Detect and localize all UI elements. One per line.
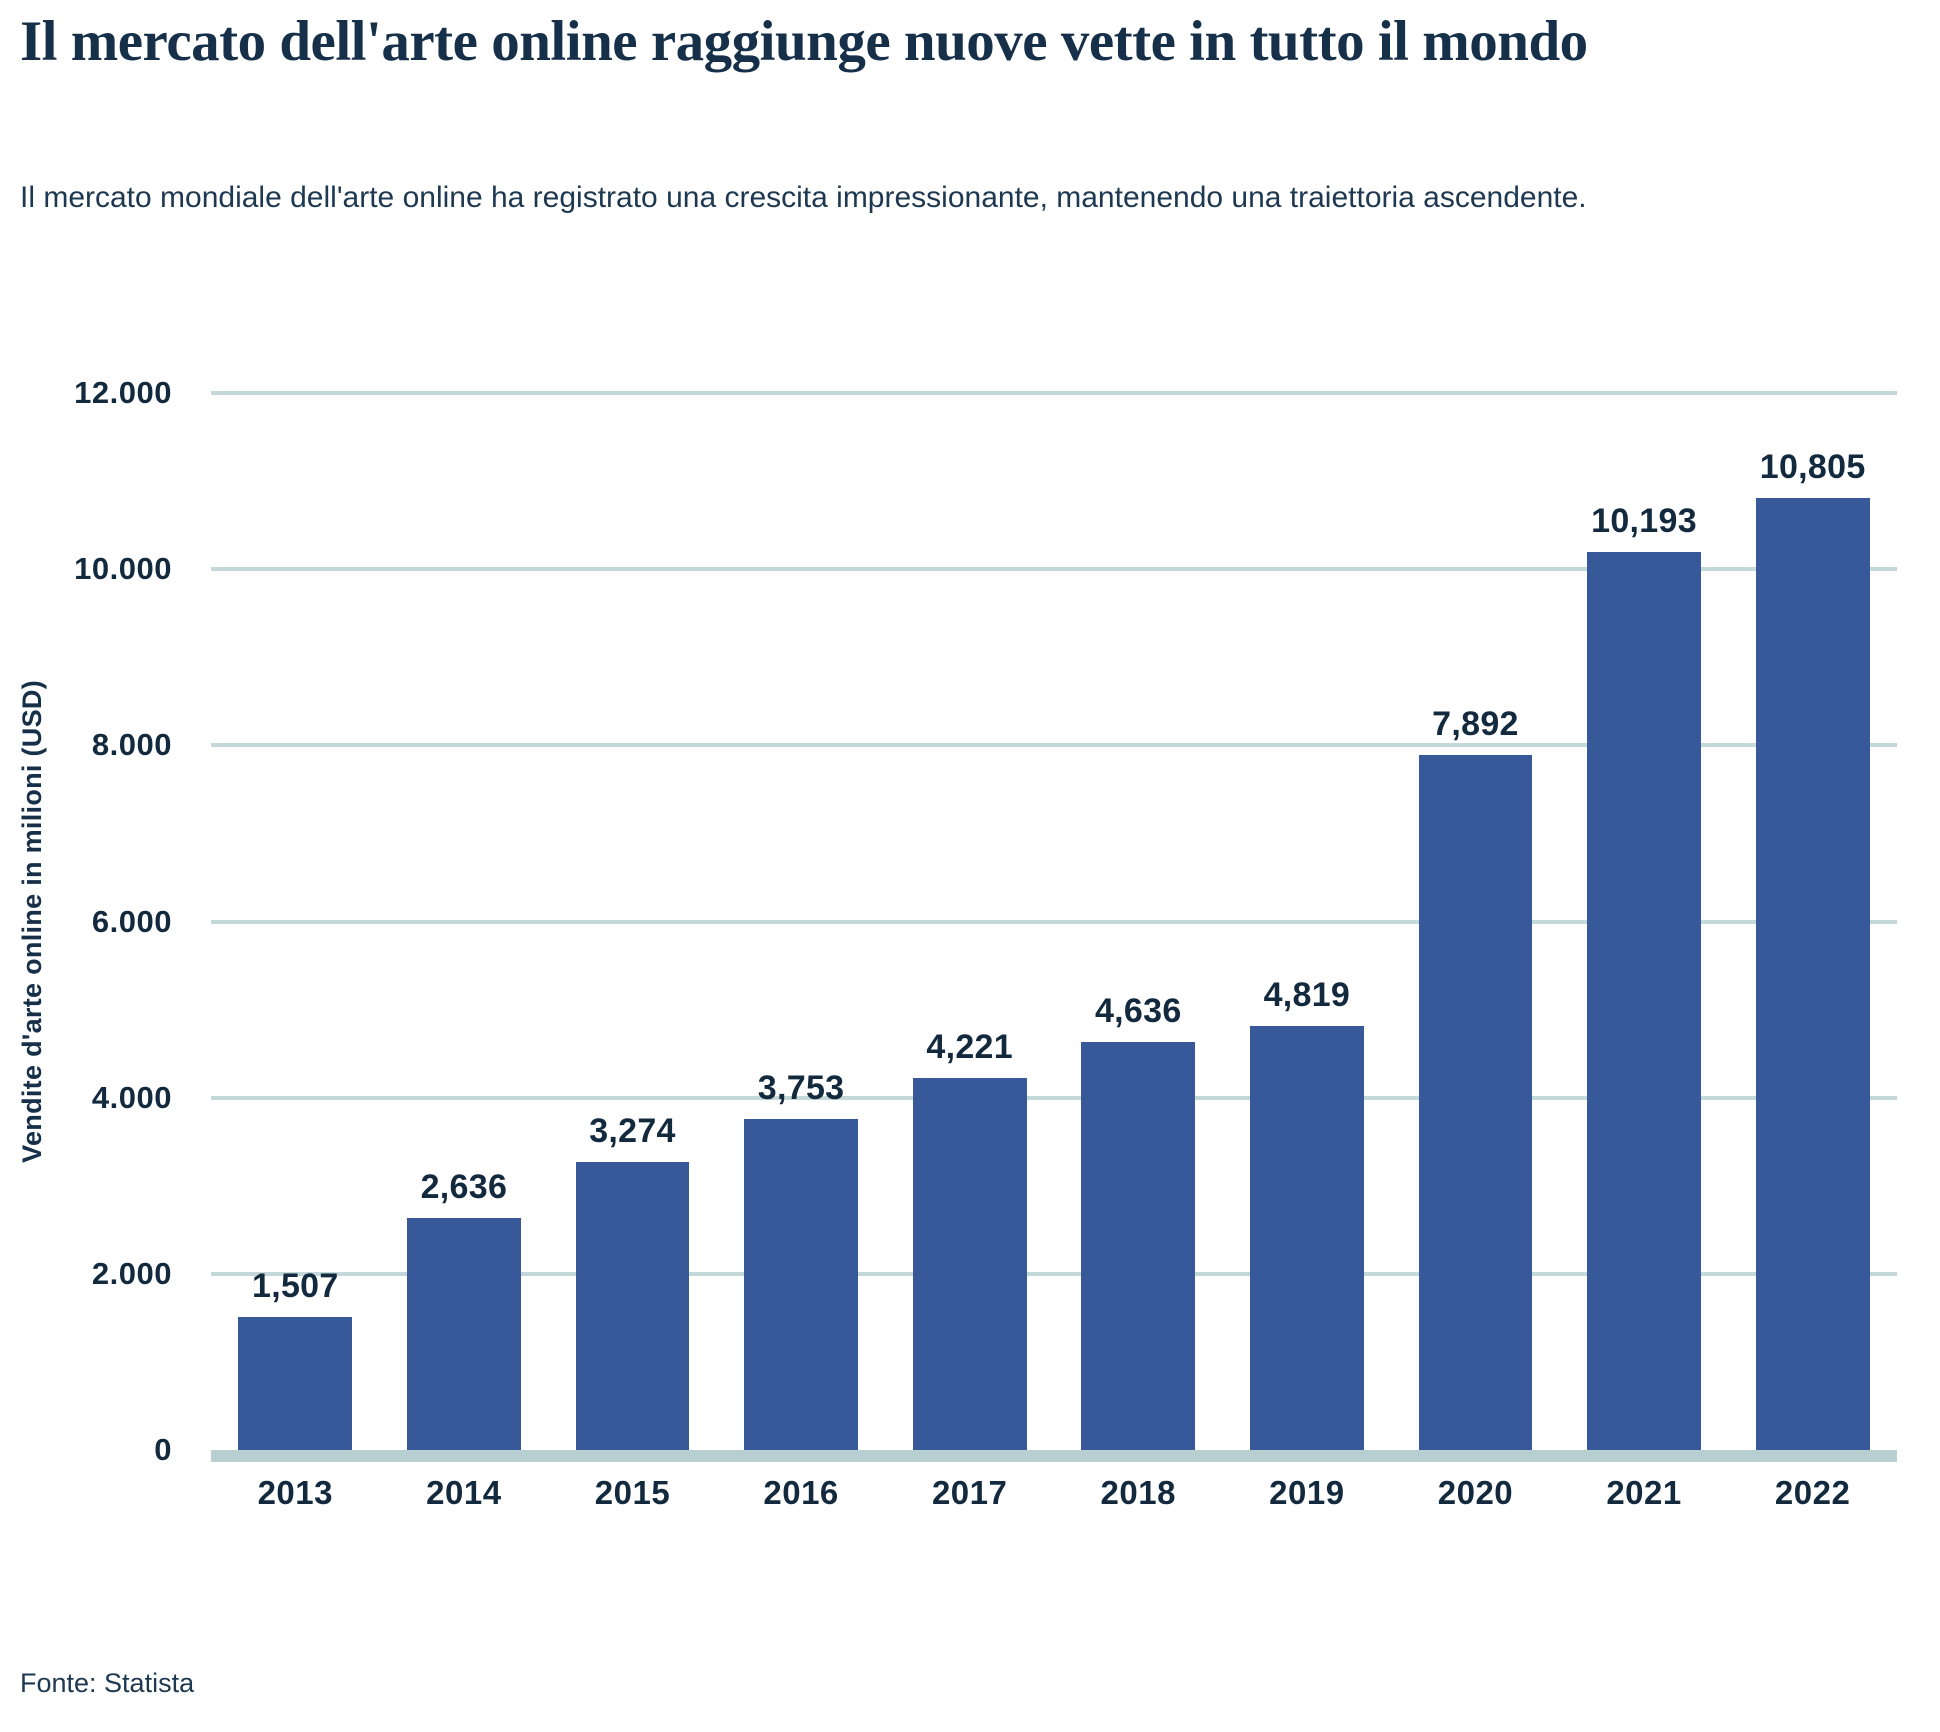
chart-title: Il mercato dell'arte online raggiunge nu… (20, 10, 1588, 73)
bar-group: 10,805 (1728, 393, 1897, 1450)
bar-value-label: 10,805 (1759, 448, 1866, 487)
bar (1249, 1025, 1364, 1450)
x-tick-label: 2020 (1437, 1474, 1514, 1511)
bar-group: 2,636 (380, 393, 549, 1450)
bar-group: 4,819 (1223, 393, 1392, 1450)
x-tick-label: 2022 (1774, 1474, 1851, 1511)
bar-group: 4,221 (885, 393, 1054, 1450)
x-tick-label: 2021 (1606, 1474, 1682, 1511)
bar-value-label: 4,819 (1263, 975, 1351, 1014)
x-tick-label: 2018 (1100, 1474, 1176, 1511)
bar-value-label: 3,753 (757, 1069, 845, 1108)
bar (406, 1217, 521, 1450)
x-tick-label: 2013 (257, 1474, 333, 1511)
bar-group: 1,507 (211, 393, 380, 1450)
gridline (211, 567, 1897, 572)
gridline (211, 1271, 1897, 1276)
y-tick-label: 8.000 (91, 727, 172, 763)
x-tick-label: 2016 (763, 1474, 839, 1511)
bar-value-label: 2,636 (420, 1167, 508, 1206)
bar (1081, 1041, 1196, 1450)
bar-group: 10,193 (1560, 393, 1729, 1450)
gridline (211, 743, 1897, 748)
gridline (211, 1095, 1897, 1100)
bar (1418, 754, 1533, 1450)
source-note: Fonte: Statista (20, 1668, 195, 1698)
bar-value-label: 1,507 (252, 1267, 339, 1306)
y-axis-ticks: 0 2.000 4.000 6.000 8.000 10.000 12.000 (20, 375, 172, 1467)
gridline (211, 391, 1897, 395)
bar (238, 1317, 353, 1450)
y-tick-label: 6.000 (91, 903, 172, 939)
bar-value-label: 4,221 (926, 1028, 1013, 1067)
x-tick-label: 2015 (594, 1474, 671, 1511)
bar (1755, 498, 1870, 1450)
y-tick-label: 2.000 (91, 1255, 172, 1291)
bar (1587, 552, 1701, 1450)
x-tick-label: 2014 (426, 1474, 502, 1511)
bar-group: 7,892 (1391, 393, 1560, 1450)
plot-area: 1,507 2,636 3,274 3,753 4,221 4,636 4,819 7,892… (211, 391, 1897, 1462)
bar-group: 3,274 (548, 393, 717, 1450)
x-axis-labels: 2013 2014 2015 2016 2017 2018 2019 2020 2021 2022 (211, 1474, 1897, 1518)
x-tick-label: 2017 (931, 1474, 1008, 1511)
gridline (211, 919, 1897, 924)
bar-value-label: 3,274 (589, 1111, 676, 1150)
y-tick-label: 12.000 (74, 375, 172, 410)
y-tick-label: 10.000 (74, 551, 172, 587)
bar-value-label: 7,892 (1432, 704, 1519, 743)
y-tick-label: 0 (154, 1432, 172, 1467)
bar-value-label: 10,193 (1591, 502, 1697, 541)
bar (744, 1119, 858, 1450)
x-axis-line (211, 1450, 1897, 1462)
bar-group: 3,753 (717, 393, 886, 1450)
bars: 1,507 2,636 3,274 3,753 4,221 4,636 4,819 7,892… (211, 393, 1897, 1450)
y-tick-label: 4.000 (91, 1079, 172, 1115)
x-tick-label: 2019 (1269, 1474, 1345, 1511)
bar (912, 1078, 1027, 1450)
bar-group: 4,636 (1054, 393, 1223, 1450)
bar-value-label: 4,636 (1094, 991, 1182, 1030)
chart-subtitle: Il mercato mondiale dell'arte online ha … (20, 181, 1587, 214)
bar (575, 1161, 690, 1450)
